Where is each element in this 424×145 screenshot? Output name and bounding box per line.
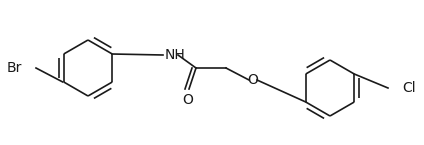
Text: Br: Br — [7, 61, 22, 75]
Text: Cl: Cl — [402, 81, 416, 95]
Text: O: O — [183, 93, 193, 107]
Text: NH: NH — [165, 48, 186, 62]
Text: O: O — [248, 73, 259, 87]
